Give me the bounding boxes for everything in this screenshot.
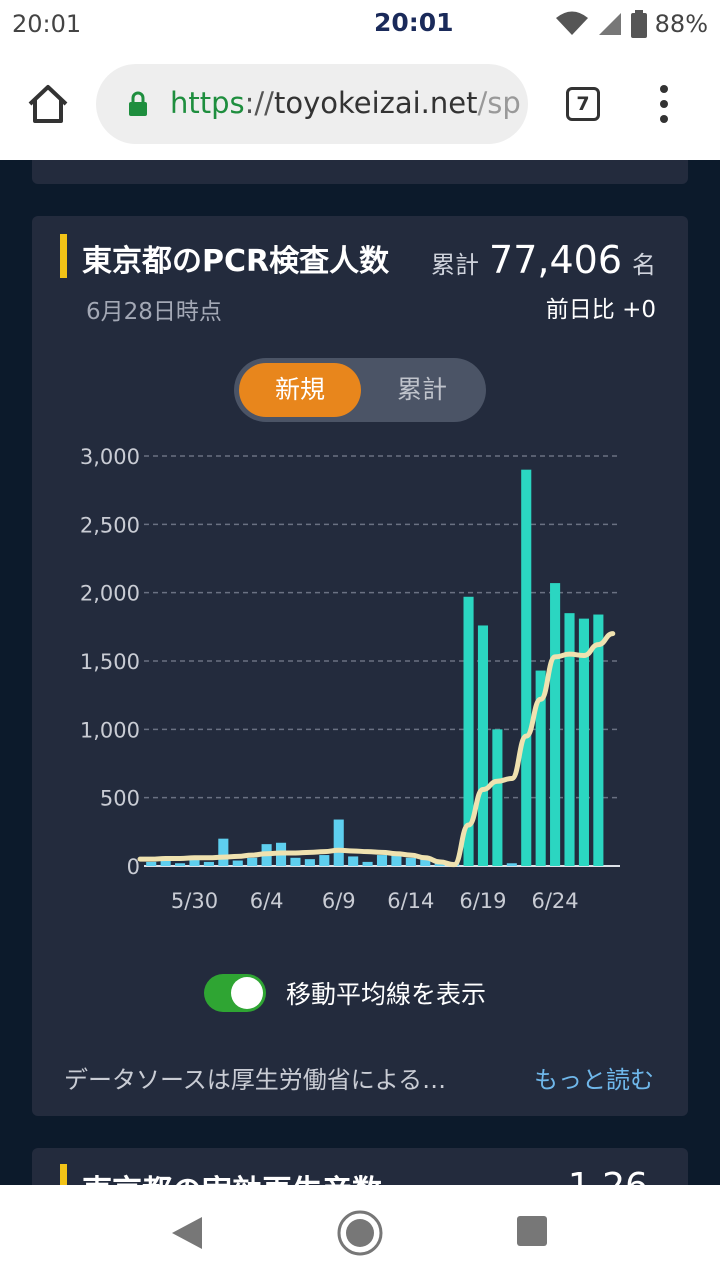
bar <box>362 861 373 866</box>
switch-knob <box>231 977 263 1009</box>
data-source-text: データソースは厚生労働省による… <box>64 1066 447 1094</box>
page-content: 東京都のPCR検査人数 6月28日時点 累計 77,406 名 前日比 +0 新… <box>0 160 720 1185</box>
bar <box>535 670 546 866</box>
bar <box>232 860 243 866</box>
home-icon[interactable] <box>24 80 72 128</box>
url-path: /sp <box>477 86 521 120</box>
url-host: toyokeizai.net <box>273 86 478 120</box>
tab-new[interactable]: 新規 <box>239 363 361 417</box>
y-tick-label: 500 <box>100 787 140 811</box>
bar <box>578 618 589 866</box>
bar <box>477 625 489 866</box>
bar <box>304 859 315 866</box>
x-tick-label: 6/4 <box>250 889 284 913</box>
battery-level: 88% <box>654 10 708 38</box>
status-bar: 20:01 20:01 88% <box>0 0 720 50</box>
x-tick-label: 6/19 <box>459 889 506 913</box>
url-scheme: https <box>170 86 245 120</box>
browser-toolbar: https://toyokeizai.net/sp 7 <box>0 50 720 160</box>
tab-cumulative[interactable]: 累計 <box>396 375 447 404</box>
url-bar[interactable]: https://toyokeizai.net/sp <box>96 64 528 144</box>
bar <box>319 855 330 866</box>
y-tick-label: 2,000 <box>80 582 140 606</box>
next-card-value: 1.26 <box>568 1166 648 1185</box>
status-time-center: 20:01 <box>374 8 454 37</box>
bar <box>463 596 474 866</box>
x-tick-label: 6/24 <box>532 889 579 913</box>
signal-icon <box>598 13 621 35</box>
moving-average-line <box>137 631 616 868</box>
recent-apps-icon[interactable] <box>516 1215 548 1247</box>
bar <box>348 856 359 866</box>
next-card: 東京都の実効再生産数 1.26 <box>32 1148 688 1185</box>
bar <box>146 861 157 866</box>
read-more-link[interactable]: もっと読む <box>534 1066 654 1094</box>
bar <box>420 859 431 866</box>
home-circle-icon[interactable] <box>336 1209 384 1257</box>
url-separator: :// <box>244 86 274 120</box>
pcr-card: 東京都のPCR検査人数 6月28日時点 累計 77,406 名 前日比 +0 新… <box>32 216 688 1116</box>
bar <box>247 857 258 866</box>
bar <box>593 614 604 866</box>
bar <box>333 819 344 866</box>
total-unit: 名 <box>632 251 656 279</box>
moving-average-label: 移動平均線を表示 <box>286 980 487 1009</box>
next-title-accent <box>60 1164 67 1185</box>
x-tick-label: 6/14 <box>387 889 434 913</box>
total-label: 累計 <box>431 251 480 279</box>
bar <box>203 861 214 866</box>
back-icon[interactable] <box>170 1215 204 1251</box>
as-of-date: 6月28日時点 <box>86 299 222 325</box>
bar <box>376 855 388 866</box>
bar <box>160 860 171 866</box>
view-toggle: 新規 累計 <box>234 358 486 422</box>
total-block: 累計 77,406 名 <box>431 238 656 282</box>
bar <box>492 729 503 866</box>
bar <box>391 855 402 866</box>
next-card-title: 東京都の実効再生産数 <box>82 1166 382 1185</box>
y-tick-label: 1,500 <box>80 650 140 674</box>
bar <box>521 469 532 866</box>
previous-card <box>32 160 688 184</box>
bar <box>218 838 229 866</box>
lock-icon <box>129 91 147 116</box>
x-tick-label: 5/30 <box>171 889 218 913</box>
y-tick-label: 2,500 <box>80 513 140 537</box>
url-text: https://toyokeizai.net/sp <box>170 86 521 120</box>
bar <box>189 857 200 866</box>
battery-icon <box>630 10 647 38</box>
title-accent <box>60 234 67 278</box>
wifi-icon <box>555 11 588 35</box>
y-tick-label: 0 <box>127 855 140 879</box>
bar <box>506 863 517 866</box>
moving-average-row: 移動平均線を表示 <box>204 974 486 1012</box>
bar <box>290 857 301 866</box>
bar <box>175 863 186 866</box>
tab-switcher-button[interactable]: 7 <box>566 87 600 121</box>
y-tick-label: 3,000 <box>80 445 140 469</box>
status-time-left: 20:01 <box>12 10 82 38</box>
day-diff: 前日比 +0 <box>545 297 656 323</box>
y-tick-label: 1,000 <box>80 718 140 742</box>
x-tick-label: 6/9 <box>322 889 356 913</box>
moving-average-switch[interactable] <box>204 974 266 1012</box>
pcr-bar-chart: 3,000 2,500 2,000 1,500 1,000 500 0 5/30 6/4 6/9 6… <box>80 445 620 913</box>
bar <box>550 583 561 866</box>
more-vert-icon[interactable] <box>652 84 676 124</box>
card-title: 東京都のPCR検査人数 <box>82 244 390 279</box>
bar <box>405 857 416 866</box>
status-icons: 88% <box>555 10 708 38</box>
system-nav-bar <box>0 1185 720 1280</box>
bar <box>564 613 575 866</box>
total-value: 77,406 <box>489 238 622 282</box>
